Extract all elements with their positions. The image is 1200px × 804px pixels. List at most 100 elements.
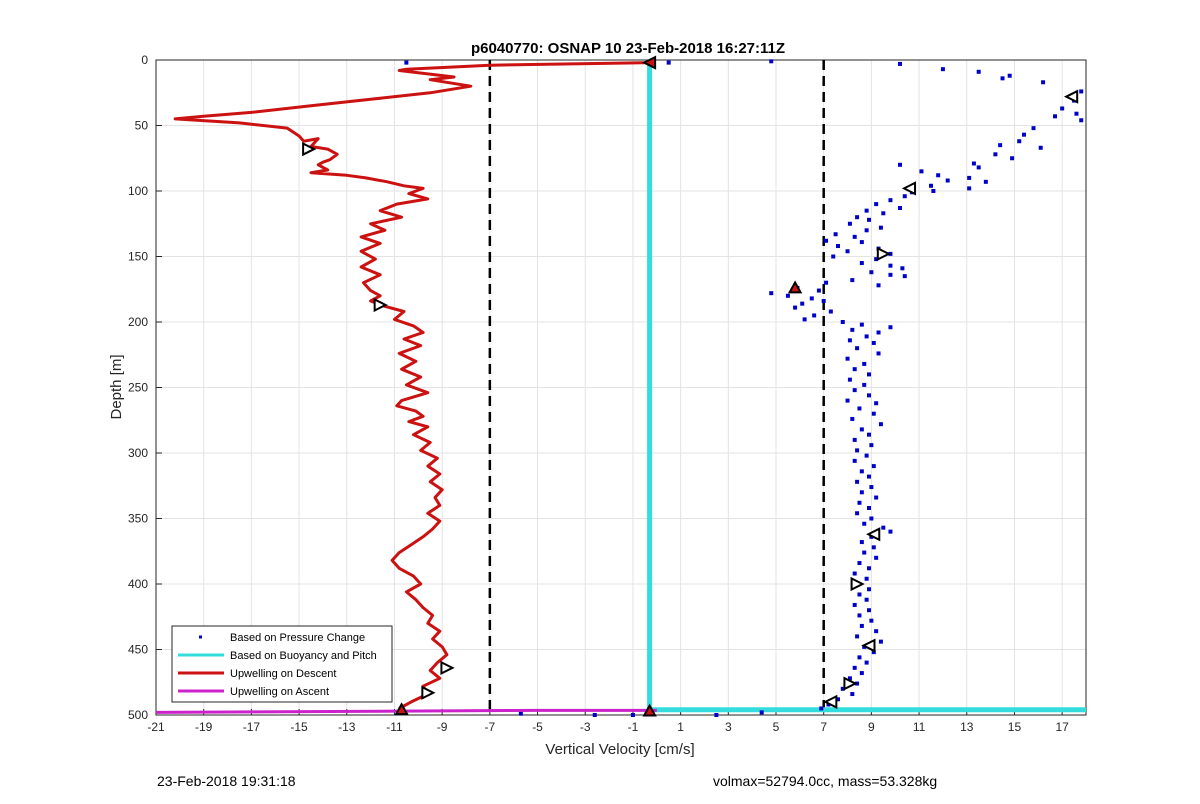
- legend-label: Upwelling on Ascent: [230, 686, 329, 698]
- pressure-change-point: [850, 416, 855, 421]
- pressure-change-point: [888, 198, 893, 203]
- legend: Based on Pressure Change Based on Buoyanc…: [171, 625, 393, 703]
- pressure-change-point: [847, 676, 852, 681]
- pressure-change-point: [824, 238, 829, 243]
- pressure-change-point: [828, 309, 833, 314]
- pressure-change-point: [862, 550, 867, 555]
- pressure-change-point: [850, 692, 855, 697]
- x-tick-label: -15: [290, 720, 308, 734]
- pressure-change-point: [852, 458, 857, 463]
- pressure-change-point: [874, 401, 879, 406]
- pressure-change-point: [871, 411, 876, 416]
- pressure-change-point: [857, 406, 862, 411]
- pressure-change-point: [859, 240, 864, 245]
- x-tick-label: 1: [677, 720, 684, 734]
- x-tick-label: -13: [338, 720, 356, 734]
- pressure-change-point: [852, 437, 857, 442]
- pressure-change-point: [878, 225, 883, 230]
- pressure-change-point: [852, 602, 857, 607]
- pressure-change-point: [881, 211, 886, 216]
- pressure-change-point: [876, 351, 881, 356]
- pressure-change-point: [874, 257, 879, 262]
- pressure-change-point: [871, 650, 876, 655]
- pressure-change-point: [1010, 156, 1015, 161]
- pressure-change-point: [1053, 114, 1057, 119]
- pressure-change-point: [902, 194, 907, 199]
- threshold-lines: [488, 60, 825, 715]
- legend-box: [171, 625, 393, 703]
- pressure-change-point: [1017, 139, 1022, 144]
- pressure-change-point: [852, 388, 857, 393]
- pressure-change-point: [1038, 145, 1043, 150]
- pressure-change-point: [1007, 73, 1012, 78]
- pressure-change-point: [855, 634, 860, 639]
- pressure-change-point: [785, 293, 790, 298]
- pressure-change-point: [1079, 118, 1084, 123]
- pressure-change-point: [998, 143, 1003, 148]
- pressure-change-point: [859, 427, 864, 432]
- pressure-change-point: [902, 274, 907, 279]
- pressure-change-point: [867, 217, 871, 222]
- x-tick-label: 13: [960, 720, 974, 734]
- pressure-change-point: [833, 232, 838, 237]
- pressure-change-point: [931, 189, 936, 193]
- pressure-change-point: [847, 377, 852, 382]
- x-tick-label: -7: [485, 720, 496, 734]
- pressure-change-point: [812, 313, 817, 318]
- y-axis-label: Depth [m]: [108, 354, 125, 419]
- pressure-change-point: [945, 178, 950, 183]
- pressure-change-point: [1000, 76, 1005, 81]
- pressure-change-point: [871, 340, 876, 345]
- pressure-change-point: [857, 500, 862, 505]
- direction-marker: [901, 181, 917, 196]
- pressure-change-point: [847, 221, 852, 226]
- x-tick-label: -19: [195, 720, 213, 734]
- pressure-change-point: [864, 453, 869, 458]
- pressure-change-point: [881, 525, 886, 530]
- y-tick-label: 250: [128, 381, 148, 395]
- pressure-change-point: [898, 162, 902, 167]
- pressure-change-point: [769, 291, 774, 296]
- pressure-change-point: [857, 592, 862, 597]
- pressure-change-point: [845, 249, 850, 254]
- direction-markers: [302, 55, 1079, 717]
- pressure-change-series: [404, 59, 1084, 717]
- pressure-change-point: [1060, 106, 1065, 111]
- pressure-change-point: [867, 474, 871, 479]
- pressure-change-point: [802, 317, 807, 322]
- x-tick-label: -17: [243, 720, 261, 734]
- pressure-change-point: [876, 330, 881, 335]
- pressure-change-point: [967, 186, 972, 191]
- pressure-change-point: [867, 372, 871, 377]
- pressure-change-point: [859, 623, 864, 628]
- pressure-change-point: [878, 639, 883, 644]
- pressure-change-point: [874, 629, 879, 634]
- pressure-change-point: [898, 206, 902, 211]
- pressure-change-point: [855, 479, 860, 484]
- direction-marker: [843, 676, 858, 691]
- pressure-change-point: [666, 60, 671, 65]
- pressure-change-point: [862, 521, 867, 526]
- pressure-change-point: [850, 327, 855, 332]
- direction-marker: [641, 55, 657, 70]
- pressure-change-point: [864, 208, 869, 213]
- y-tick-label: 50: [135, 119, 149, 133]
- pressure-change-point: [869, 485, 874, 490]
- pressure-change-point: [936, 173, 941, 178]
- pressure-change-point: [819, 706, 824, 711]
- pressure-change-point: [857, 561, 862, 566]
- pressure-change-point: [869, 516, 874, 521]
- pressure-change-point: [867, 587, 871, 592]
- ascent-line: [155, 708, 657, 714]
- pressure-change-point: [862, 382, 867, 387]
- pressure-change-point: [1074, 111, 1079, 116]
- y-tick-label: 450: [128, 643, 148, 657]
- direction-marker: [1063, 89, 1079, 104]
- pressure-change-point: [900, 266, 905, 271]
- pressure-change-point: [852, 234, 857, 239]
- footer-timestamp: 23-Feb-2018 19:31:18: [157, 773, 296, 789]
- pressure-change-point: [867, 608, 871, 613]
- pressure-change-point: [1031, 126, 1036, 131]
- y-tick-label: 400: [128, 577, 148, 591]
